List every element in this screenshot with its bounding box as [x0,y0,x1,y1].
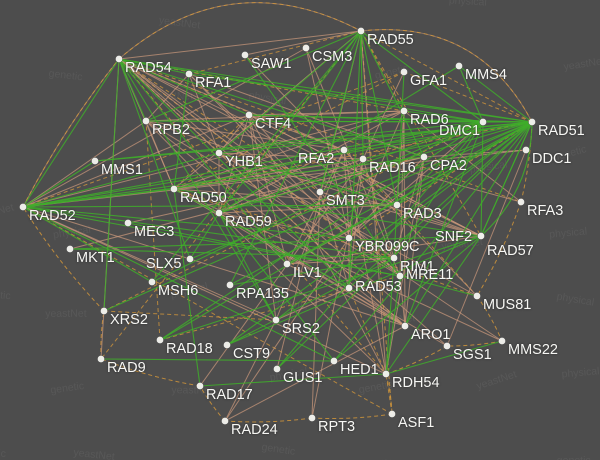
svg-text:genetic: genetic [0,287,11,302]
svg-text:genetic: genetic [0,446,6,460]
svg-text:genetic: genetic [557,455,591,460]
svg-text:yeastNet: yeastNet [45,308,87,320]
